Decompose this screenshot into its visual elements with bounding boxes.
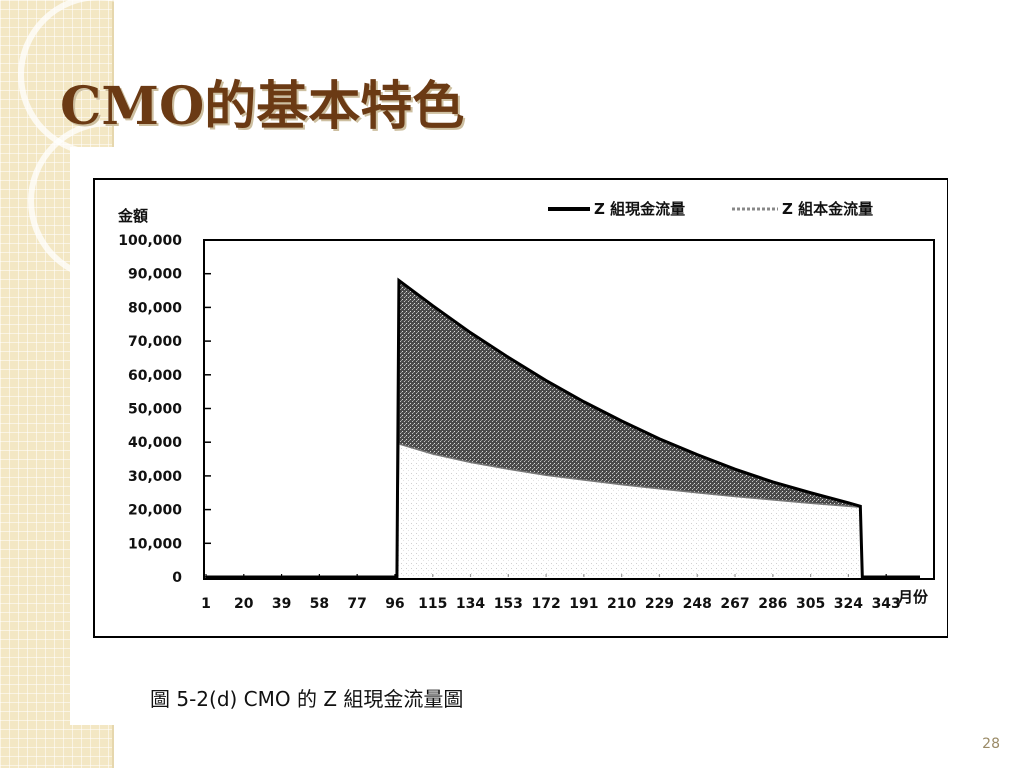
x-tick-label: 267 xyxy=(720,596,749,612)
x-tick-label: 96 xyxy=(385,596,404,612)
y-tick-label: 70,000 xyxy=(128,334,182,350)
x-tick-label: 58 xyxy=(310,596,329,612)
plot-area-frame xyxy=(203,239,935,580)
y-tick-label: 10,000 xyxy=(128,536,182,552)
legend-label-z-cash-flow: Z 組現金流量 xyxy=(594,200,685,218)
x-tick-label: 191 xyxy=(569,596,598,612)
x-tick-label: 172 xyxy=(531,596,560,612)
scanned-figure: 金額 Z 組現金流量 Z 組本金流量 100,000 90,000 80,000 70… xyxy=(70,147,948,725)
legend-label-z-principal: Z 組本金流量 xyxy=(782,200,873,218)
y-tick-label: 0 xyxy=(172,570,182,586)
x-tick-label: 115 xyxy=(418,596,447,612)
z-principal-area xyxy=(206,443,920,577)
x-tick-label: 39 xyxy=(272,596,291,612)
page-number: 28 xyxy=(982,736,1000,752)
series-line-z-principal xyxy=(206,442,920,578)
slide-title: CMO的基本特色 xyxy=(60,76,465,137)
x-tick-label: 286 xyxy=(758,596,787,612)
x-tick-label: 305 xyxy=(796,596,825,612)
z-interest-area xyxy=(206,280,920,577)
y-tick-label: 100,000 xyxy=(118,233,182,249)
y-tick-label: 80,000 xyxy=(128,300,182,316)
x-tick-label: 343 xyxy=(872,596,901,612)
x-tick-label: 229 xyxy=(645,596,674,612)
x-tick-label: 20 xyxy=(234,596,254,612)
cash-flow-chart: 金額 Z 組現金流量 Z 組本金流量 100,000 90,000 80,000 70… xyxy=(93,178,948,711)
y-tick-label: 50,000 xyxy=(128,402,182,418)
series-layer xyxy=(206,277,920,579)
x-axis-ticks: 1 20 39 58 77 96 115 134 153 172 191 210 229 248 267 28… xyxy=(201,574,901,612)
y-axis-label: 金額 xyxy=(117,207,148,225)
y-tick-label: 90,000 xyxy=(128,267,182,283)
y-tick-label: 60,000 xyxy=(128,368,182,384)
y-tick-label: 20,000 xyxy=(128,503,182,519)
x-tick-label: 77 xyxy=(347,596,366,612)
series-line-z-cash-flow xyxy=(206,277,920,579)
x-tick-label: 324 xyxy=(834,596,863,612)
figure-caption: 圖 5-2(d) CMO 的 Z 組現金流量圖 xyxy=(150,687,463,711)
y-tick-label: 30,000 xyxy=(128,469,182,485)
x-tick-label: 1 xyxy=(201,596,211,612)
y-tick-label: 40,000 xyxy=(128,435,182,451)
x-tick-label: 134 xyxy=(456,596,485,612)
legend: Z 組現金流量 Z 組本金流量 xyxy=(548,200,873,218)
figure-frame xyxy=(93,178,948,638)
x-axis-label: 月份 xyxy=(897,588,929,606)
y-axis-ticks: 100,000 90,000 80,000 70,000 60,000 50,000 40,… xyxy=(118,233,211,586)
x-tick-label: 153 xyxy=(494,596,523,612)
x-tick-label: 210 xyxy=(607,596,636,612)
x-tick-label: 248 xyxy=(683,596,712,612)
